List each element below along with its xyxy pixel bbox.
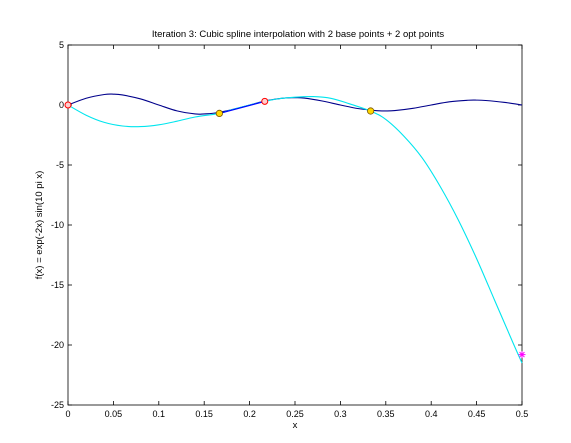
y-tick-label: 0 <box>59 100 64 110</box>
markers-group <box>64 97 526 359</box>
y-tick-label: -25 <box>51 400 64 410</box>
x-tick-label: 0.1 <box>153 409 166 419</box>
x-tick-label: 0.15 <box>195 409 213 419</box>
base-point-marker <box>261 97 269 105</box>
y-tick-label: 5 <box>59 40 64 50</box>
plot-area <box>67 44 523 406</box>
chart-title: Iteration 3: Cubic spline interpolation … <box>152 29 445 40</box>
base-point-marker <box>64 101 72 109</box>
x-tick-label: 0.4 <box>425 409 438 419</box>
x-tick-label: 0.45 <box>468 409 486 419</box>
opt-point-marker <box>367 107 375 115</box>
y-axis-ticks: 5 0 -5 -10 -15 -20 -25 <box>51 40 522 410</box>
y-tick-label: -20 <box>51 340 64 350</box>
x-tick-label: 0.25 <box>286 409 304 419</box>
star-marker <box>518 351 526 359</box>
spline-line <box>67 96 523 364</box>
star-stroke <box>519 351 525 358</box>
x-tick-label: 0.5 <box>516 409 529 419</box>
x-axis-ticks: 0 0.05 0.1 0.15 0.2 0.25 0.3 0.35 0.4 0.45 0.5 <box>65 45 528 419</box>
x-tick-label: 0.05 <box>105 409 123 419</box>
y-tick-label: -10 <box>51 220 64 230</box>
x-tick-label: 0.35 <box>377 409 395 419</box>
y-axis-label: f(x) = exp(-2x) sin(10 pi x) <box>34 171 45 280</box>
x-tick-label: 0.2 <box>243 409 256 419</box>
x-tick-label: 0.3 <box>334 409 347 419</box>
y-tick-label: -5 <box>56 160 64 170</box>
x-axis-label: x <box>293 420 298 431</box>
segment-line <box>219 100 265 114</box>
opt-point-marker <box>215 109 223 118</box>
y-tick-label: -15 <box>51 280 64 290</box>
x-tick-label: 0 <box>65 409 70 419</box>
series-group <box>67 93 523 364</box>
